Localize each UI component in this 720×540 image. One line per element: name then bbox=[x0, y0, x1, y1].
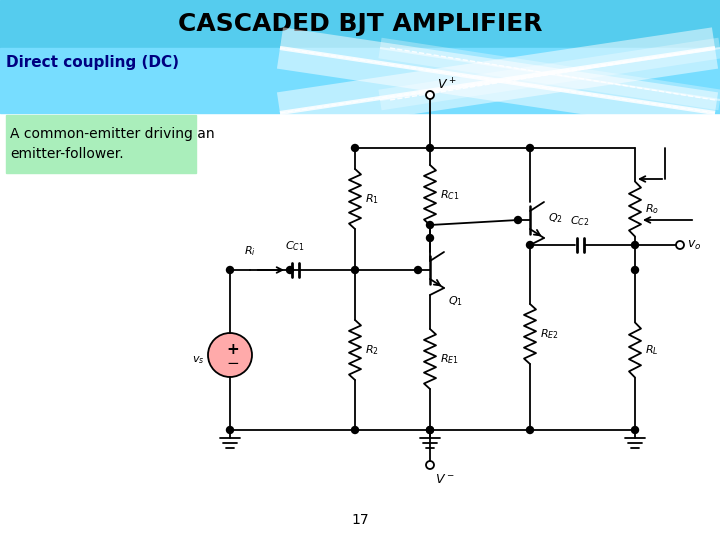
Text: $C_{C1}$: $C_{C1}$ bbox=[285, 239, 305, 253]
Text: $R_i$: $R_i$ bbox=[244, 244, 256, 258]
Text: A common-emitter driving an
emitter-follower.: A common-emitter driving an emitter-foll… bbox=[10, 127, 215, 161]
Circle shape bbox=[526, 427, 534, 434]
Text: $R_{E2}$: $R_{E2}$ bbox=[540, 327, 559, 341]
Text: +: + bbox=[227, 341, 239, 356]
Circle shape bbox=[426, 234, 433, 241]
Circle shape bbox=[227, 427, 233, 434]
Circle shape bbox=[426, 427, 433, 434]
Text: $V^-$: $V^-$ bbox=[435, 473, 454, 486]
Circle shape bbox=[351, 427, 359, 434]
Circle shape bbox=[631, 241, 639, 248]
Circle shape bbox=[426, 145, 433, 152]
Bar bbox=[6, 115, 196, 173]
Text: $v_s$: $v_s$ bbox=[192, 354, 204, 366]
Text: $R_1$: $R_1$ bbox=[365, 192, 379, 206]
Text: $V^+$: $V^+$ bbox=[437, 78, 456, 93]
Circle shape bbox=[426, 461, 434, 469]
Circle shape bbox=[526, 145, 534, 152]
Circle shape bbox=[287, 267, 294, 273]
Text: Direct coupling (DC): Direct coupling (DC) bbox=[6, 55, 179, 70]
Circle shape bbox=[515, 217, 521, 224]
Text: $Q_2$: $Q_2$ bbox=[548, 211, 563, 225]
Bar bbox=[0, 0, 720, 48]
Circle shape bbox=[208, 333, 252, 377]
Text: $-$: $-$ bbox=[226, 354, 240, 369]
Text: $R_L$: $R_L$ bbox=[645, 343, 659, 357]
Text: CASCADED BJT AMPLIFIER: CASCADED BJT AMPLIFIER bbox=[178, 12, 542, 36]
Circle shape bbox=[526, 241, 534, 248]
Circle shape bbox=[631, 267, 639, 273]
Text: $v_o$: $v_o$ bbox=[687, 239, 701, 252]
Circle shape bbox=[415, 267, 421, 273]
Bar bbox=[0, 48, 720, 113]
Circle shape bbox=[426, 91, 434, 99]
Circle shape bbox=[426, 427, 433, 434]
Circle shape bbox=[351, 145, 359, 152]
Circle shape bbox=[227, 267, 233, 273]
Text: 17: 17 bbox=[351, 513, 369, 527]
Text: $R_{E1}$: $R_{E1}$ bbox=[440, 352, 459, 366]
Circle shape bbox=[426, 221, 433, 228]
Text: $R_o$: $R_o$ bbox=[645, 202, 659, 216]
Circle shape bbox=[351, 267, 359, 273]
Text: $R_2$: $R_2$ bbox=[365, 343, 379, 357]
Circle shape bbox=[631, 427, 639, 434]
Text: $C_{C2}$: $C_{C2}$ bbox=[570, 214, 590, 228]
Circle shape bbox=[676, 241, 684, 249]
Text: $Q_1$: $Q_1$ bbox=[448, 294, 463, 308]
Text: $R_{C1}$: $R_{C1}$ bbox=[440, 188, 459, 202]
